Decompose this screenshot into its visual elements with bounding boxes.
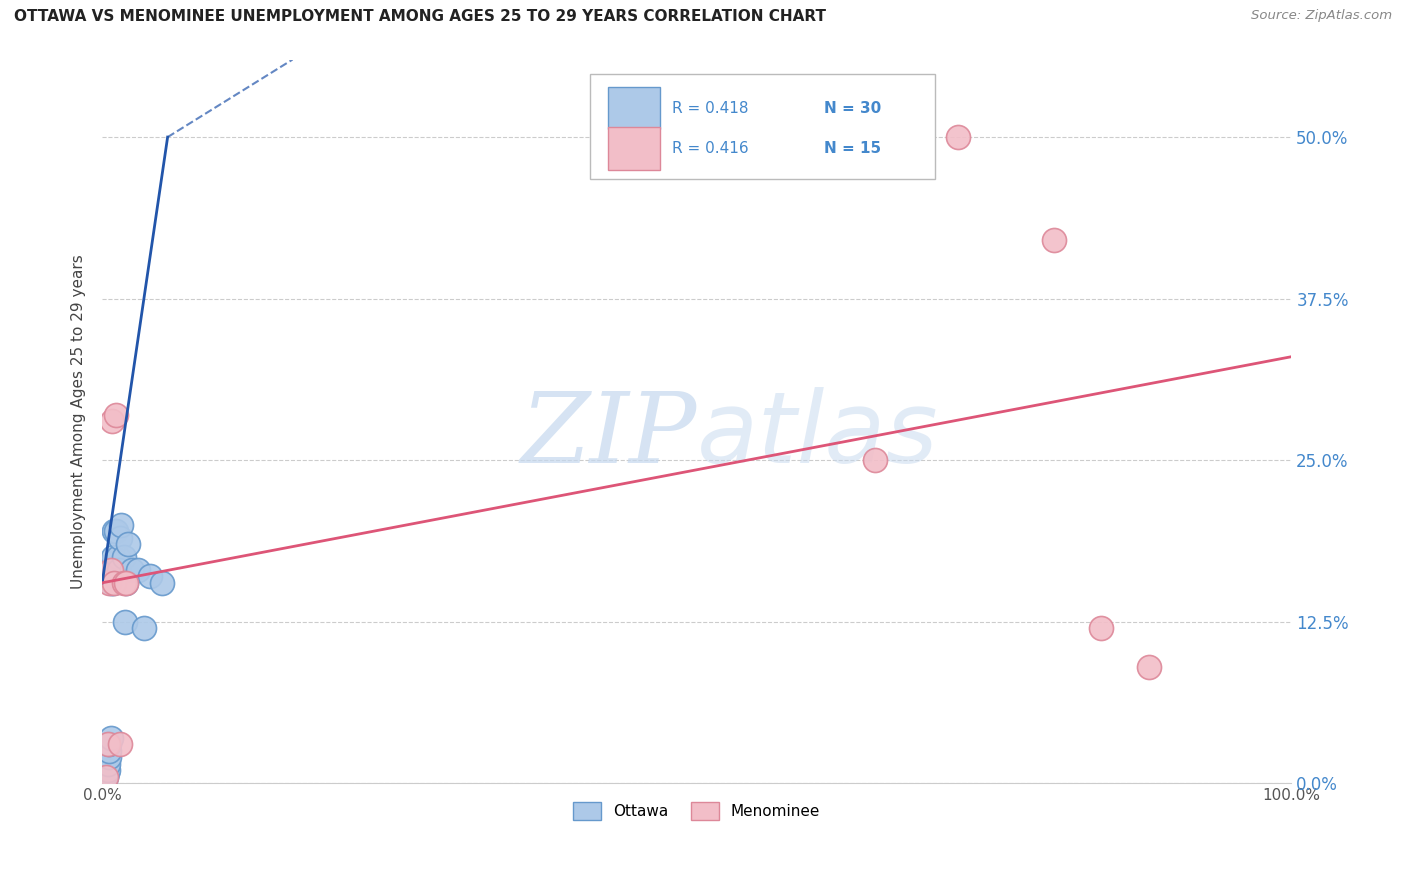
Point [112, 549, 135, 564]
Point [110, 517, 132, 532]
Point [127, 563, 149, 577]
Point [115, 575, 138, 590]
Point [98, 737, 121, 751]
Point [132, 621, 155, 635]
Point [98, 750, 121, 764]
Point [108, 737, 131, 751]
Point [103, 575, 125, 590]
Point [101, 549, 124, 564]
Point [100, 557, 122, 571]
Point [114, 615, 136, 629]
Point [98, 744, 121, 758]
Point [104, 563, 127, 577]
Point [108, 531, 131, 545]
Point [105, 524, 128, 538]
Point [139, 569, 162, 583]
FancyBboxPatch shape [607, 87, 659, 129]
Point [107, 549, 129, 564]
Point [1137, 660, 1160, 674]
Point [100, 563, 122, 577]
Point [1042, 234, 1064, 248]
Point [948, 130, 970, 145]
Point [101, 575, 124, 590]
Point [94, 770, 117, 784]
Point [112, 575, 135, 590]
Point [863, 453, 886, 467]
Point [1090, 621, 1112, 635]
Point [105, 408, 128, 422]
Point [103, 569, 125, 583]
Y-axis label: Unemployment Among Ages 25 to 29 years: Unemployment Among Ages 25 to 29 years [72, 254, 86, 589]
Legend: Ottawa, Menominee: Ottawa, Menominee [567, 797, 827, 826]
Point [150, 575, 173, 590]
Text: ZIP: ZIP [520, 388, 697, 483]
Point [97, 756, 120, 771]
Text: R = 0.416: R = 0.416 [672, 141, 748, 156]
Point [94, 770, 117, 784]
Point [100, 575, 122, 590]
FancyBboxPatch shape [589, 74, 935, 179]
Point [96, 765, 118, 780]
Point [100, 569, 122, 583]
Point [117, 537, 139, 551]
FancyBboxPatch shape [607, 128, 659, 169]
Point [100, 731, 122, 745]
Text: OTTAWA VS MENOMINEE UNEMPLOYMENT AMONG AGES 25 TO 29 YEARS CORRELATION CHART: OTTAWA VS MENOMINEE UNEMPLOYMENT AMONG A… [14, 9, 827, 24]
Point [103, 524, 125, 538]
Point [108, 563, 131, 577]
Text: N = 15: N = 15 [824, 141, 882, 156]
Point [115, 575, 138, 590]
Text: Source: ZipAtlas.com: Source: ZipAtlas.com [1251, 9, 1392, 22]
Text: N = 30: N = 30 [824, 101, 882, 116]
Point [98, 575, 121, 590]
Text: atlas: atlas [697, 387, 938, 484]
Text: R = 0.418: R = 0.418 [672, 101, 748, 116]
Point [97, 737, 120, 751]
Point [100, 414, 122, 428]
Point [97, 763, 120, 777]
Point [121, 563, 143, 577]
